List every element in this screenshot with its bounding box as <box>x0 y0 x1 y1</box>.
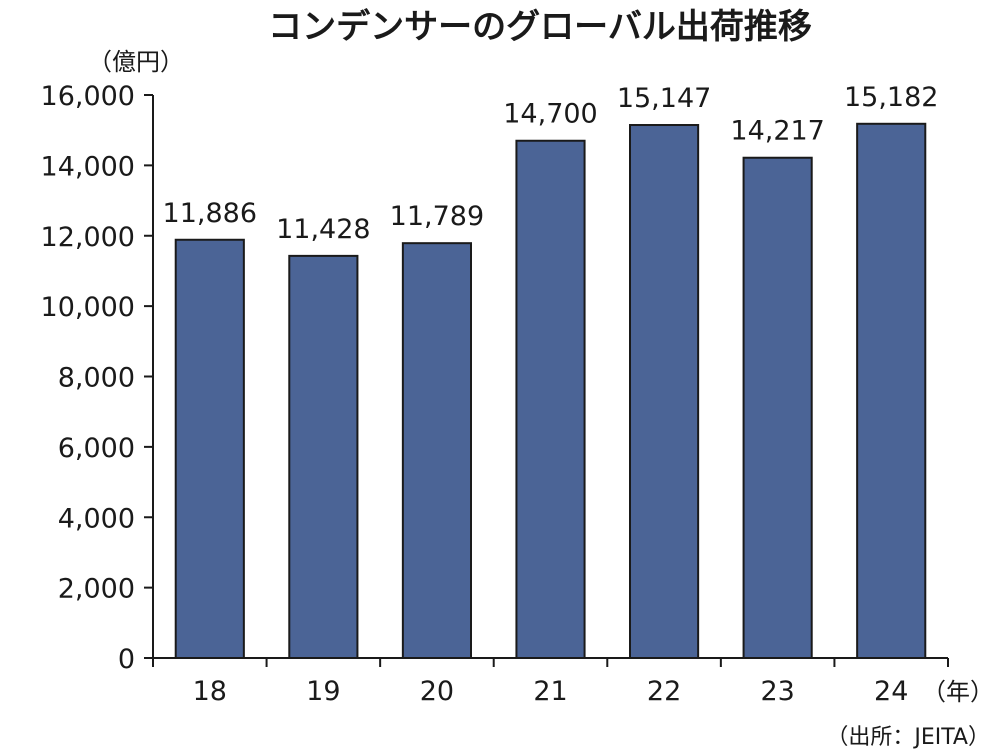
bar <box>742 156 813 659</box>
x-axis: 18 19 20 21 22 23 24 <box>152 658 949 707</box>
y-tick-label: 10,000 <box>41 292 135 323</box>
y-tick-label: 14,000 <box>41 151 135 182</box>
y-tick-label: 16,000 <box>41 81 135 112</box>
source-note: （出所：JEITA） <box>826 725 990 750</box>
bar <box>856 122 927 659</box>
data-label: 11,428 <box>276 214 370 245</box>
x-tick-label: 20 <box>420 676 454 707</box>
y-tick-label: 4,000 <box>58 503 135 534</box>
y-axis-unit: （億円） <box>88 48 184 76</box>
x-axis-unit: （年） <box>922 678 994 706</box>
y-tick-label: 12,000 <box>41 222 135 253</box>
data-label: 11,789 <box>390 201 484 232</box>
x-tick-label: 24 <box>874 676 908 707</box>
bar <box>401 242 473 659</box>
chart-title: コンデンサーのグローバル出荷推移 <box>268 7 812 47</box>
x-tick-label: 18 <box>193 676 227 707</box>
x-tick-label: 23 <box>760 676 794 707</box>
y-tick-label: 2,000 <box>58 574 135 605</box>
x-tick-label: 22 <box>647 676 681 707</box>
x-tick-label: 21 <box>533 676 567 707</box>
bar <box>174 238 245 659</box>
data-labels: 11,886 11,428 11,789 14,700 15,147 14,217 15,1… <box>163 82 939 245</box>
y-axis: 0 2,000 4,000 6,000 8,000 10,000 12,000 14,000 1… <box>41 81 153 675</box>
y-tick-label: 0 <box>118 644 135 675</box>
bar <box>629 124 700 659</box>
bar <box>288 254 359 659</box>
y-tick-label: 6,000 <box>58 433 135 464</box>
bars <box>174 122 927 659</box>
data-label: 15,182 <box>844 82 938 113</box>
bar <box>515 139 586 659</box>
data-label: 11,886 <box>163 198 257 229</box>
data-label: 14,217 <box>730 116 824 147</box>
y-tick-label: 8,000 <box>58 363 135 394</box>
x-tick-label: 19 <box>306 676 340 707</box>
data-label: 15,147 <box>617 83 711 114</box>
data-label: 14,700 <box>503 99 597 130</box>
